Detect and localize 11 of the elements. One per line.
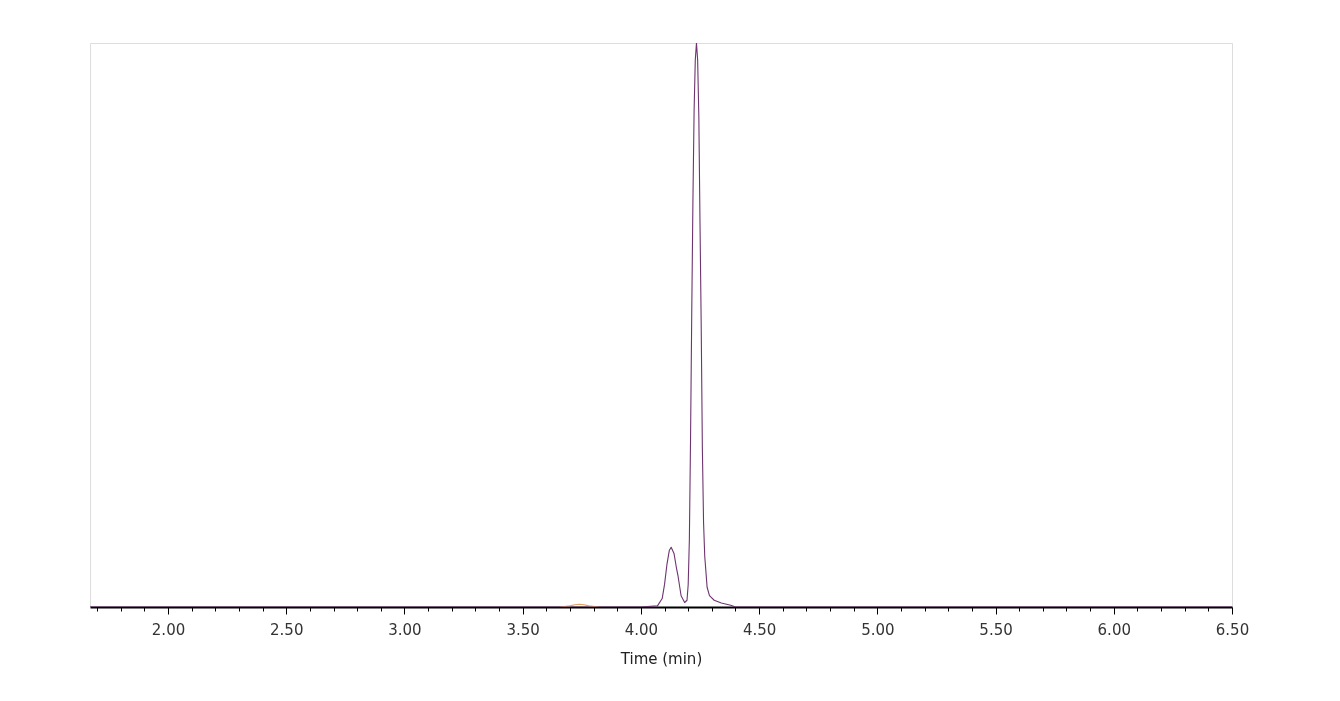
x-tick-label: 5.50 xyxy=(979,620,1013,639)
x-tick-label: 3.50 xyxy=(506,620,540,639)
x-tick-label: 5.00 xyxy=(861,620,895,639)
x-axis-title: Time (min) xyxy=(619,649,703,668)
x-tick-label: 4.50 xyxy=(742,620,777,639)
x-tick-label: 2.00 xyxy=(151,620,186,639)
x-tick-label: 3.00 xyxy=(388,620,422,639)
x-tick-label: 6.50 xyxy=(1215,620,1250,639)
x-tick-label: 6.00 xyxy=(1097,620,1131,639)
x-tick-label: 2.50 xyxy=(270,620,304,639)
x-tick-label: 4.00 xyxy=(624,620,659,639)
